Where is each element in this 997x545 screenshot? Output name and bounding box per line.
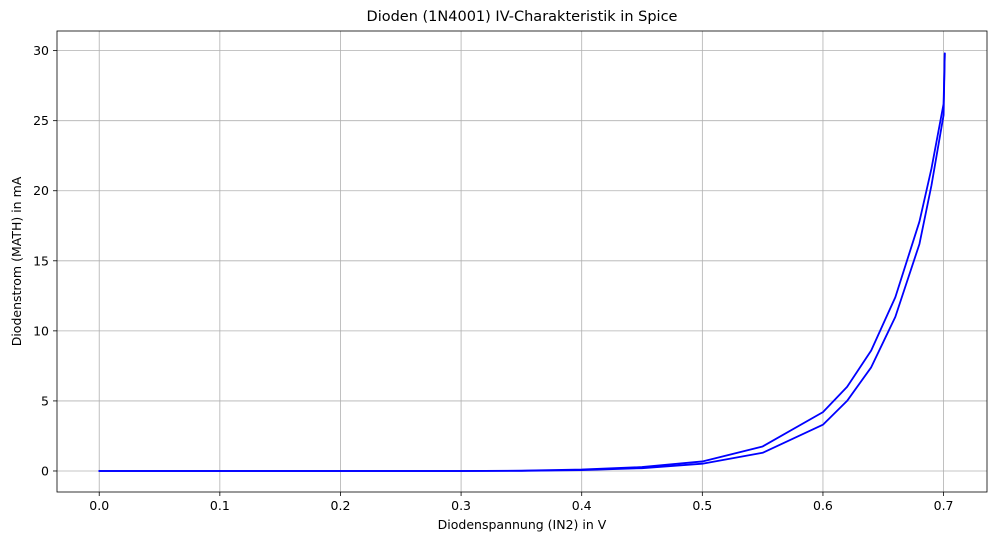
grid [57,31,987,492]
y-tick-label: 5 [41,393,49,408]
y-axis-ticks: 0 5 10 15 20 25 30 [33,43,57,478]
x-tick-label: 0.7 [934,498,954,513]
x-tick-label: 0.1 [210,498,230,513]
series-layer [98,52,946,472]
x-axis-label: Diodenspannung (IN2) in V [438,517,607,532]
y-tick-label: 10 [33,323,49,338]
x-tick-label: 0.0 [89,498,109,513]
x-tick-label: 0.2 [331,498,351,513]
plot-frame [56,30,988,493]
x-tick-label: 0.4 [572,498,592,513]
y-tick-label: 15 [33,253,49,268]
y-tick-label: 25 [33,113,49,128]
y-axis-label: Diodenstrom (MATH) in mA [9,176,24,346]
chart-title: Dioden (1N4001) IV-Charakteristik in Spi… [367,9,678,25]
series-line-2 [98,52,946,472]
x-tick-label: 0.5 [692,498,712,513]
y-tick-label: 0 [41,463,49,478]
x-axis-ticks: 0.0 0.1 0.2 0.3 0.4 0.5 0.6 0.7 [89,492,954,513]
x-tick-label: 0.3 [451,498,471,513]
y-tick-label: 30 [33,43,49,58]
x-tick-label: 0.6 [813,498,833,513]
y-tick-label: 20 [33,183,49,198]
